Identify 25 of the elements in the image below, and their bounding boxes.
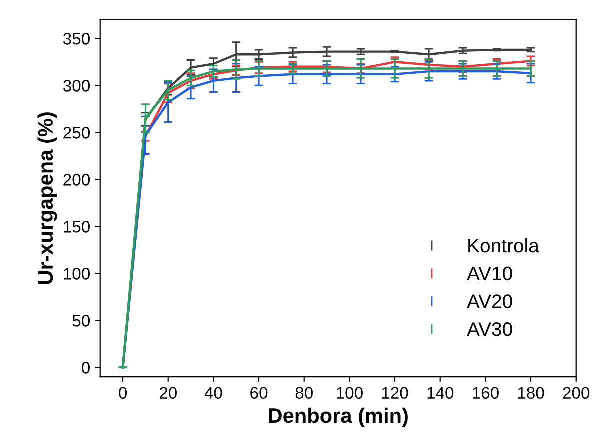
- x-tick-label: 0: [119, 387, 128, 400]
- y-tick-label: 150: [64, 221, 90, 233]
- y-tick-label: 0: [82, 362, 90, 374]
- y-tick-label: 50: [72, 315, 90, 327]
- y-tick-label: 100: [64, 268, 90, 280]
- y-tick-label: 300: [63, 80, 90, 92]
- x-tick-label: 140: [428, 387, 454, 400]
- x-tick-label: 20: [160, 387, 177, 400]
- x-axis-title: Denbora (min): [269, 408, 408, 428]
- x-tick-label: 60: [250, 387, 268, 400]
- y-axis-title: Ur-xurgapena (%): [38, 112, 58, 284]
- x-tick-label: 40: [204, 387, 222, 400]
- legend-label: AV10: [467, 266, 512, 281]
- x-tick-label: 120: [382, 387, 408, 400]
- legend-label: Kontrola: [468, 238, 540, 253]
- x-tick-label: 100: [337, 387, 363, 400]
- x-tick-label: 160: [473, 387, 499, 400]
- x-tick-label: 200: [563, 387, 590, 400]
- y-tick-label: 200: [64, 174, 90, 186]
- legend-label: AV30: [467, 322, 512, 336]
- y-tick-label: 250: [64, 127, 90, 139]
- x-tick-label: 80: [296, 387, 313, 400]
- y-tick-label: 350: [63, 33, 90, 45]
- legend-label: AV20: [467, 294, 512, 308]
- x-tick-label: 180: [518, 387, 544, 400]
